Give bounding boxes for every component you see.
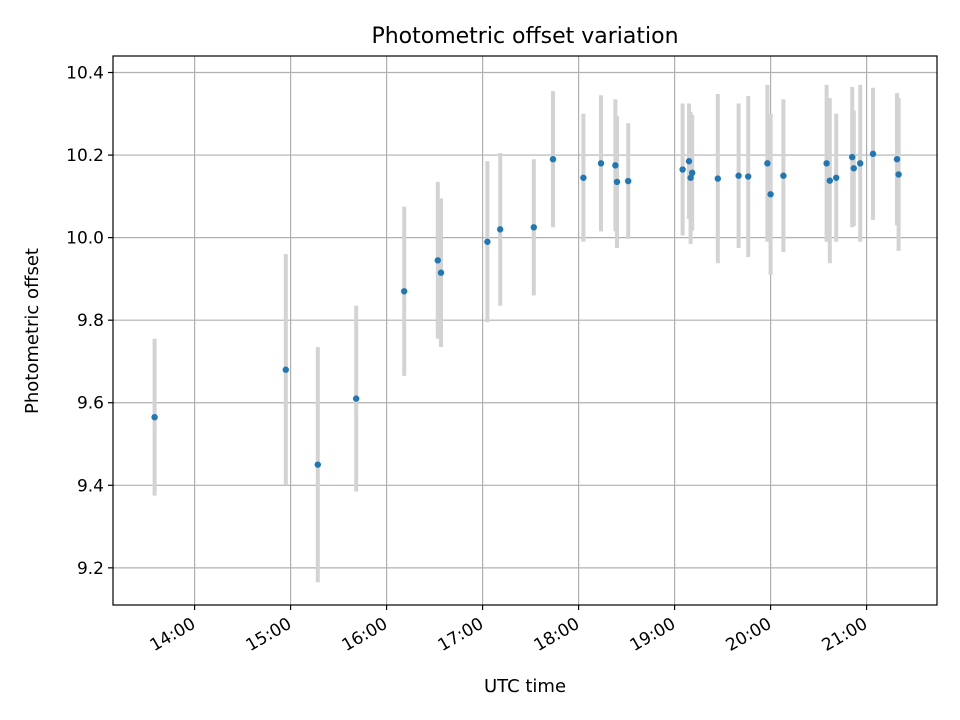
data-point-5 — [434, 257, 441, 264]
data-point-29 — [849, 153, 856, 161]
data-point-27 — [826, 177, 833, 184]
data-point-2 — [314, 461, 321, 468]
data-point-17 — [685, 158, 693, 165]
data-point-33 — [893, 155, 901, 163]
y-axis-label: Photometric offset — [22, 248, 43, 414]
y-tick-label: 10.2 — [66, 146, 104, 166]
data-point-1 — [282, 366, 289, 373]
data-point-7 — [484, 238, 491, 245]
grid — [113, 56, 937, 605]
y-tick-label: 9.6 — [77, 394, 104, 414]
y-tick-label: 9.8 — [77, 311, 104, 331]
data-point-23 — [764, 160, 771, 167]
plot-frame — [112, 55, 938, 606]
data-point-26 — [823, 160, 830, 167]
data-point-13 — [612, 162, 619, 169]
data-point-32 — [869, 150, 877, 158]
data-point-14 — [613, 178, 621, 186]
data-point-20 — [714, 175, 721, 182]
y-tick-label: 10.4 — [66, 64, 104, 84]
data-point-11 — [580, 174, 587, 181]
data-point-31 — [857, 160, 864, 167]
data-point-28 — [833, 174, 840, 181]
y-axis-ticks: 9.2 9.4 9.6 9.8 10.0 10.2 10.4 — [66, 64, 113, 579]
data-point-9 — [530, 224, 537, 231]
data-point-24 — [767, 191, 774, 198]
data-point-3 — [353, 395, 360, 402]
data-point-10 — [549, 155, 557, 163]
x-axis-label: UTC time — [484, 676, 566, 697]
chart-title: Photometric offset variation — [371, 24, 678, 49]
data-point-4 — [401, 288, 408, 295]
data-point-15 — [625, 177, 632, 185]
data-point-30 — [850, 165, 857, 172]
data-points — [151, 150, 902, 468]
data-point-18 — [687, 174, 694, 181]
data-point-25 — [780, 172, 787, 179]
data-point-6 — [437, 269, 445, 276]
data-point-19 — [689, 169, 696, 177]
y-tick-label: 10.0 — [66, 229, 104, 249]
data-point-12 — [597, 160, 605, 167]
data-point-34 — [895, 171, 902, 178]
data-point-21 — [735, 172, 742, 179]
data-point-16 — [679, 166, 686, 173]
y-tick-label: 9.2 — [77, 559, 104, 579]
data-point-8 — [497, 226, 504, 233]
data-point-22 — [745, 173, 752, 180]
data-point-0 — [151, 413, 158, 421]
y-tick-label: 9.4 — [77, 476, 104, 496]
